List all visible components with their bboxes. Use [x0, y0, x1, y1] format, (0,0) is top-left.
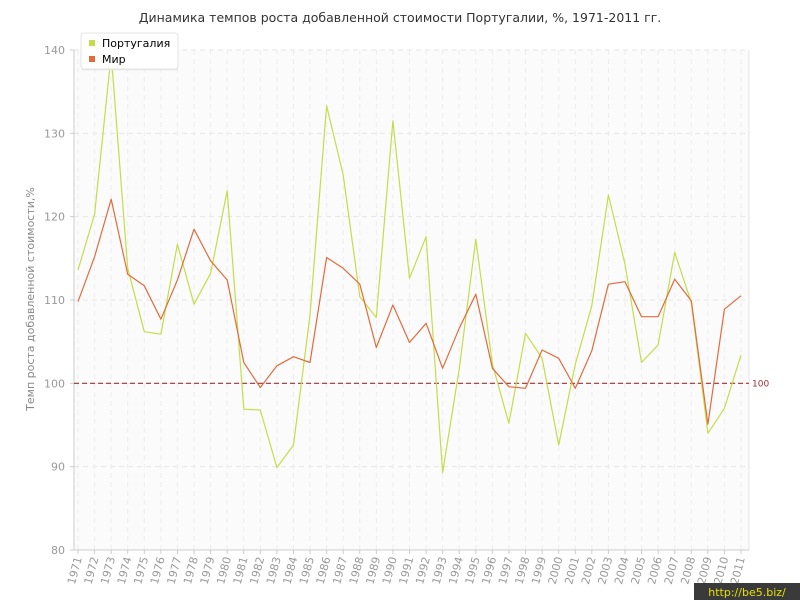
series-line — [77, 198, 742, 425]
chart-title: Динамика темпов роста добавленной стоимо… — [139, 10, 662, 25]
x-axis: 1971197219731974197519761977197819791980… — [65, 549, 749, 586]
series-line — [77, 53, 742, 474]
series-group — [77, 53, 742, 474]
y-tick-label: 110 — [44, 294, 65, 307]
y-tick-label: 80 — [51, 544, 65, 557]
y-tick-label: 140 — [44, 44, 65, 57]
y-tick-label: 130 — [44, 127, 65, 140]
x-tick-label: 2011 — [728, 555, 748, 585]
watermark-box — [694, 583, 800, 600]
legend-swatch — [89, 56, 95, 62]
y-axis: 80 90 100 110 120 130 140 — [44, 44, 75, 557]
y-tick-label: 90 — [51, 461, 65, 474]
legend-swatch — [89, 40, 95, 46]
y-tick-label: 100 — [44, 377, 65, 390]
watermark-text[interactable]: http://be5.biz/ — [708, 586, 786, 599]
legend: Португалия Мир — [80, 32, 179, 71]
watermark: http://be5.biz/ — [694, 583, 800, 600]
legend-label: Мир — [102, 53, 126, 66]
y-axis-label: Темп роста добавленной стоимости,% — [24, 187, 37, 412]
reference-line-label: 100 — [752, 379, 769, 389]
y-tick-label: 120 — [44, 211, 65, 224]
legend-label: Португалия — [102, 37, 170, 50]
reference-line: 100 — [74, 379, 769, 389]
